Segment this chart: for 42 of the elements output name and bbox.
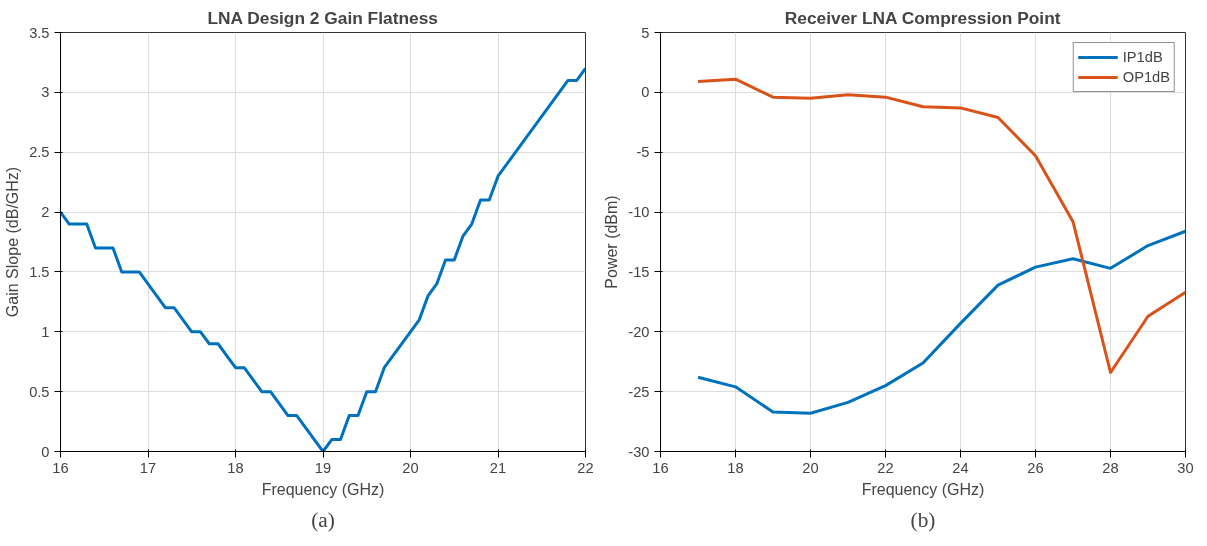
- line-series: [696, 229, 1186, 415]
- x-axis-title: Frequency (GHz): [261, 480, 385, 498]
- y-tick-label: 5: [641, 24, 650, 41]
- chart-title: LNA Design 2 Gain Flatness: [207, 7, 438, 28]
- y-tick-label: 3: [41, 84, 50, 101]
- y-tick-label: -10: [628, 204, 650, 221]
- x-tick-label: 17: [139, 459, 157, 476]
- y-tick-label: 0: [41, 443, 50, 460]
- legend-label: OP1dB: [1122, 69, 1170, 85]
- y-tick-label: -20: [628, 323, 650, 340]
- x-tick-label: 20: [402, 459, 419, 476]
- x-axis-title: Frequency (GHz): [861, 480, 985, 498]
- y-tick-label: 2: [41, 204, 50, 221]
- y-tick-label: -30: [628, 443, 650, 460]
- y-tick-label: 1.5: [29, 263, 50, 280]
- y-tick-label: -15: [628, 263, 650, 280]
- y-tick-label: 2.5: [29, 144, 50, 161]
- text: (a): [311, 507, 335, 532]
- x-tick-label: 30: [1177, 459, 1194, 476]
- legend-label: IP1dB: [1122, 49, 1163, 65]
- x-tick-label: 24: [952, 459, 969, 476]
- y-tick-label: -25: [628, 383, 650, 400]
- x-tick-label: 22: [877, 459, 894, 476]
- y-tick-label: 0: [641, 84, 650, 101]
- x-tick-label: 28: [1102, 459, 1119, 476]
- x-tick-label: 22: [577, 459, 594, 476]
- y-axis-title: Power (dBm): [603, 195, 621, 289]
- x-tick-label: 18: [727, 459, 744, 476]
- text: (b): [910, 507, 936, 532]
- x-tick-label: 16: [652, 459, 669, 476]
- y-tick-label: -5: [636, 144, 650, 161]
- x-tick-label: 26: [1027, 459, 1044, 476]
- x-tick-label: 16: [52, 459, 69, 476]
- y-tick-label: 0.5: [29, 383, 50, 400]
- x-tick-label: 20: [802, 459, 819, 476]
- x-tick-label: 18: [227, 459, 244, 476]
- y-axis-title: Gain Slope (dB/GHz): [4, 166, 22, 318]
- y-tick-label: 3.5: [29, 24, 50, 41]
- y-tick-label: 1: [41, 323, 50, 340]
- x-tick-label: 19: [314, 459, 332, 476]
- x-tick-label: 21: [489, 459, 507, 476]
- chart-title: Receiver LNA Compression Point: [784, 7, 1061, 28]
